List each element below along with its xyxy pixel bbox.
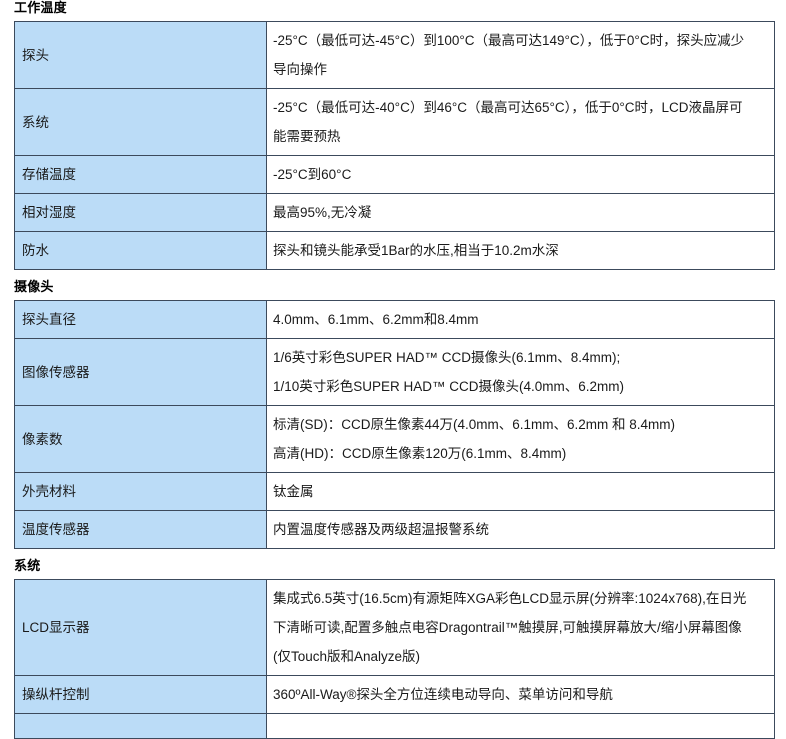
row-value [266, 713, 775, 739]
section-system: 系统 LCD显示器 集成式6.5英寸(16.5cm)有源矩阵XGA彩色LCD显示… [0, 558, 786, 739]
row-value: 360ºAll-Way®探头全方位连续电动导向、菜单访问和导航 [266, 675, 775, 714]
value-line: 标清(SD)：CCD原生像素44万(4.0mm、6.1mm、6.2mm 和 8.… [273, 417, 676, 432]
section-working-temperature: 工作温度 探头 -25°C（最低可达-45°C）到100°C（最高可达149°C… [0, 0, 786, 270]
row-value: -25°C（最低可达-45°C）到100°C（最高可达149°C），低于0°C时… [266, 21, 775, 89]
row-value: 集成式6.5英寸(16.5cm)有源矩阵XGA彩色LCD显示屏(分辨率:1024… [266, 579, 775, 676]
value-line: 高清(HD)：CCD原生像素120万(6.1mm、8.4mm) [273, 446, 567, 461]
table-row: 系统 -25°C（最低可达-40°C）到46°C（最高可达65°C），低于0°C… [14, 88, 775, 156]
section-spacer [0, 270, 786, 279]
value-line: 内置温度传感器及两级超温报警系统 [273, 522, 489, 537]
table-row: 像素数 标清(SD)：CCD原生像素44万(4.0mm、6.1mm、6.2mm … [14, 405, 775, 473]
row-value: -25°C到60°C [266, 155, 775, 194]
row-value: -25°C（最低可达-40°C）到46°C（最高可达65°C），低于0°C时，L… [266, 88, 775, 156]
value-line: -25°C（最低可达-45°C）到100°C（最高可达149°C），低于0°C时… [273, 33, 745, 48]
spec-table-system: LCD显示器 集成式6.5英寸(16.5cm)有源矩阵XGA彩色LCD显示屏(分… [14, 579, 775, 739]
value-line: 360ºAll-Way®探头全方位连续电动导向、菜单访问和导航 [273, 687, 613, 702]
row-label: 系统 [14, 88, 267, 156]
section-heading: 系统 [14, 558, 41, 573]
row-label: 存储温度 [14, 155, 267, 194]
table-row: 图像传感器 1/6英寸彩色SUPER HAD™ CCD摄像头(6.1mm、8.4… [14, 338, 775, 406]
value-line: 集成式6.5英寸(16.5cm)有源矩阵XGA彩色LCD显示屏(分辨率:1024… [273, 591, 747, 606]
row-label: 防水 [14, 231, 267, 270]
row-value: 探头和镜头能承受1Bar的水压,相当于10.2m水深 [266, 231, 775, 270]
row-value: 内置温度传感器及两级超温报警系统 [266, 510, 775, 549]
value-line: 钛金属 [273, 484, 314, 499]
row-label: 像素数 [14, 405, 267, 473]
table-row: 防水 探头和镜头能承受1Bar的水压,相当于10.2m水深 [14, 231, 775, 270]
table-row: 操纵杆控制 360ºAll-Way®探头全方位连续电动导向、菜单访问和导航 [14, 675, 775, 714]
table-row: 外壳材料 钛金属 [14, 472, 775, 511]
value-line: (仅Touch版和Analyze版) [273, 649, 421, 664]
row-value: 4.0mm、6.1mm、6.2mm和8.4mm [266, 300, 775, 339]
section-heading: 摄像头 [14, 279, 54, 294]
spec-table-working-temperature: 探头 -25°C（最低可达-45°C）到100°C（最高可达149°C），低于0… [14, 21, 775, 270]
row-label: 探头 [14, 21, 267, 89]
value-line: -25°C到60°C [273, 167, 352, 182]
table-row: 探头 -25°C（最低可达-45°C）到100°C（最高可达149°C），低于0… [14, 21, 775, 89]
table-row: 相对湿度 最高95%,无冷凝 [14, 193, 775, 232]
row-label: 图像传感器 [14, 338, 267, 406]
row-value: 钛金属 [266, 472, 775, 511]
row-value: 1/6英寸彩色SUPER HAD™ CCD摄像头(6.1mm、8.4mm); 1… [266, 338, 775, 406]
row-value: 最高95%,无冷凝 [266, 193, 775, 232]
table-row: 存储温度 -25°C到60°C [14, 155, 775, 194]
section-camera: 摄像头 探头直径 4.0mm、6.1mm、6.2mm和8.4mm 图像传感器 1… [0, 279, 786, 549]
value-line: 1/10英寸彩色SUPER HAD™ CCD摄像头(4.0mm、6.2mm) [273, 379, 625, 394]
section-spacer [0, 549, 786, 558]
value-line: 下清晰可读,配置多触点电容Dragontrail™触摸屏,可触摸屏幕放大/缩小屏… [273, 620, 742, 635]
value-line: 能需要预热 [273, 129, 341, 144]
table-row: 温度传感器 内置温度传感器及两级超温报警系统 [14, 510, 775, 549]
table-row-partial [14, 713, 775, 739]
row-label: 相对湿度 [14, 193, 267, 232]
row-value: 标清(SD)：CCD原生像素44万(4.0mm、6.1mm、6.2mm 和 8.… [266, 405, 775, 473]
value-line: 4.0mm、6.1mm、6.2mm和8.4mm [273, 312, 479, 327]
value-line: -25°C（最低可达-40°C）到46°C（最高可达65°C），低于0°C时，L… [273, 100, 743, 115]
row-label [14, 713, 267, 739]
row-label: LCD显示器 [14, 579, 267, 676]
spec-table-camera: 探头直径 4.0mm、6.1mm、6.2mm和8.4mm 图像传感器 1/6英寸… [14, 300, 775, 549]
row-label: 温度传感器 [14, 510, 267, 549]
value-line: 1/6英寸彩色SUPER HAD™ CCD摄像头(6.1mm、8.4mm); [273, 350, 621, 365]
row-label: 外壳材料 [14, 472, 267, 511]
section-heading: 工作温度 [14, 0, 67, 15]
table-row: LCD显示器 集成式6.5英寸(16.5cm)有源矩阵XGA彩色LCD显示屏(分… [14, 579, 775, 676]
value-line: 探头和镜头能承受1Bar的水压,相当于10.2m水深 [273, 243, 559, 258]
table-row: 探头直径 4.0mm、6.1mm、6.2mm和8.4mm [14, 300, 775, 339]
row-label: 操纵杆控制 [14, 675, 267, 714]
value-line: 导向操作 [273, 62, 327, 77]
row-label: 探头直径 [14, 300, 267, 339]
value-line: 最高95%,无冷凝 [273, 205, 372, 220]
